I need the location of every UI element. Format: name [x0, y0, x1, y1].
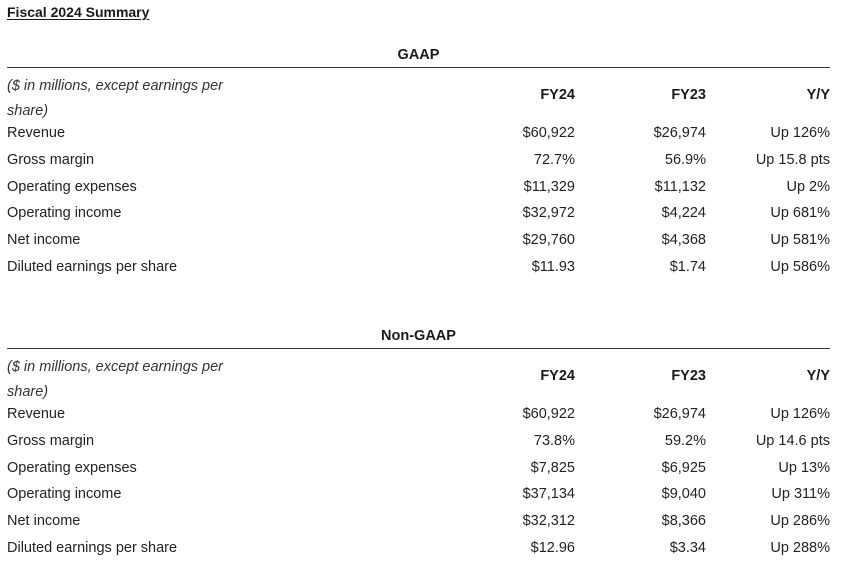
- non-gaap-section: Non-GAAP ($ in millions, except earnings…: [7, 325, 830, 562]
- fy24-value: $11.93: [531, 258, 575, 275]
- yy-value: Up 586%: [770, 258, 830, 275]
- fy24-value: $32,312: [522, 513, 575, 530]
- row-label: Operating expenses: [7, 178, 137, 195]
- fy24-value: $12.96: [530, 539, 575, 556]
- section-header-gaap: GAAP: [7, 44, 830, 68]
- table-row: Gross margin 73.8% 59.2% Up 14.6 pts: [7, 428, 830, 455]
- yy-value: Up 126%: [770, 125, 830, 141]
- row-label: Operating income: [7, 486, 122, 503]
- row-label: Diluted earnings per share: [7, 539, 178, 556]
- table-row: Operating expenses $7,825 $6,925 Up 13%: [7, 455, 830, 482]
- yy-value: Up 126%: [770, 406, 830, 422]
- column-header-yy: Y/Y: [806, 87, 830, 103]
- column-header-yy: Y/Y: [806, 368, 830, 384]
- fy23-value: $8,366: [661, 513, 706, 530]
- row-label: Operating income: [7, 205, 122, 222]
- fy23-value: $6,925: [661, 459, 706, 476]
- fy23-value: $4,368: [661, 232, 706, 249]
- yy-value: Up 15.8 pts: [755, 151, 830, 168]
- row-label: Revenue: [7, 406, 66, 422]
- yy-value: Up 288%: [770, 539, 830, 556]
- column-header-fy23: FY23: [671, 87, 706, 103]
- fy24-value: $29,760: [522, 232, 575, 249]
- fy24-value: $7,825: [530, 459, 575, 476]
- table-row: Operating expenses $11,329 $11,132 Up 2%: [7, 174, 830, 201]
- unit-note: ($ in millions, except earnings per shar…: [7, 78, 223, 119]
- fy23-value: $1.74: [669, 258, 706, 275]
- fy24-value: $37,134: [522, 486, 575, 503]
- table-row: Net income $32,312 $8,366 Up 286%: [7, 508, 830, 535]
- fy24-value: $60,922: [522, 125, 575, 141]
- yy-value: Up 581%: [770, 232, 830, 249]
- row-label: Revenue: [7, 125, 66, 141]
- yy-value: Up 14.6 pts: [755, 432, 830, 449]
- column-header-fy24: FY24: [540, 368, 575, 384]
- fy24-value: 73.8%: [533, 432, 575, 449]
- column-header-fy24: FY24: [540, 87, 575, 103]
- column-header-row: ($ in millions, except earnings per shar…: [7, 68, 830, 120]
- fy23-value: $4,224: [661, 205, 706, 222]
- table-body: Revenue $60,922 $26,974 Up 126% Gross ma…: [7, 120, 830, 281]
- table-body: Revenue $60,922 $26,974 Up 126% Gross ma…: [7, 401, 830, 562]
- column-header-fy23: FY23: [671, 368, 706, 384]
- table-row: Diluted earnings per share $12.96 $3.34 …: [7, 535, 830, 562]
- fy23-value: $26,974: [653, 125, 706, 141]
- fy23-value: $26,974: [653, 406, 706, 422]
- table-row: Revenue $60,922 $26,974 Up 126%: [7, 120, 830, 147]
- fy23-value: $9,040: [661, 486, 706, 503]
- table-row: Diluted earnings per share $11.93 $1.74 …: [7, 254, 830, 281]
- yy-value: Up 13%: [778, 459, 830, 476]
- fy23-value: 56.9%: [664, 151, 706, 168]
- table-row: Operating income $32,972 $4,224 Up 681%: [7, 200, 830, 227]
- section-header-non-gaap: Non-GAAP: [7, 325, 830, 349]
- fy23-value: 59.2%: [664, 432, 706, 449]
- page-title: Fiscal 2024 Summary: [7, 4, 150, 20]
- fy23-value: $11,132: [654, 178, 706, 195]
- fy23-value: $3.34: [669, 539, 706, 556]
- yy-value: Up 681%: [770, 205, 830, 222]
- table-row: Operating income $37,134 $9,040 Up 311%: [7, 481, 830, 508]
- row-label: Gross margin: [7, 432, 95, 449]
- row-label: Net income: [7, 232, 81, 249]
- table-row: Revenue $60,922 $26,974 Up 126%: [7, 401, 830, 428]
- table-row: Net income $29,760 $4,368 Up 581%: [7, 227, 830, 254]
- fy24-value: $60,922: [522, 406, 575, 422]
- unit-note: ($ in millions, except earnings per shar…: [7, 359, 223, 400]
- fy24-value: $32,972: [522, 205, 575, 222]
- fy24-value: $11,329: [523, 178, 575, 195]
- row-label: Gross margin: [7, 151, 95, 168]
- yy-value: Up 2%: [786, 178, 830, 195]
- table-row: Gross margin 72.7% 56.9% Up 15.8 pts: [7, 147, 830, 174]
- gaap-section: GAAP ($ in millions, except earnings per…: [7, 44, 830, 281]
- row-label: Net income: [7, 513, 81, 530]
- yy-value: Up 311%: [771, 486, 830, 503]
- fy24-value: 72.7%: [533, 151, 575, 168]
- row-label: Operating expenses: [7, 459, 137, 476]
- yy-value: Up 286%: [770, 513, 830, 530]
- row-label: Diluted earnings per share: [7, 258, 178, 275]
- column-header-row: ($ in millions, except earnings per shar…: [7, 349, 830, 401]
